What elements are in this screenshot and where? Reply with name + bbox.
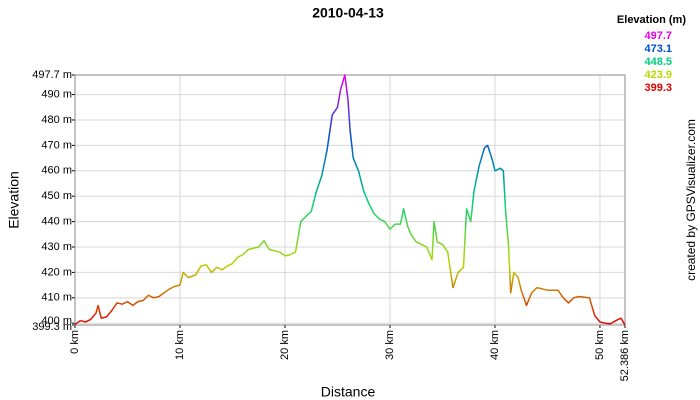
credit: created by GPSVisualizer.com [684,119,698,281]
y-tick-label: 399.3 m [32,321,72,333]
legend-value: 399.3 [644,82,672,94]
x-tick-label: 30 km [384,330,396,360]
y-tick-label: 400 m [41,315,72,327]
x-tick-label: 52.386 km [619,330,631,381]
y-tick-label: 430 m [41,241,72,253]
y-tick-label: 470 m [41,139,72,151]
y-tick-label: 480 m [41,114,72,126]
x-axis-title: Distance [321,384,376,400]
y-axis-title: Elevation [6,171,22,229]
x-tick-label: 20 km [279,330,291,360]
y-tick-label: 420 m [41,266,72,278]
x-tick-label: 10 km [174,330,186,360]
y-tick-label: 497.7 m [32,69,72,81]
elevation-line [74,74,626,326]
legend-value: 448.5 [644,56,672,68]
x-tick-label: 50 km [594,330,606,360]
legend-value: 423.9 [644,69,672,81]
x-tick-label: 0 km [69,330,81,354]
y-tick-label: 410 m [41,292,72,304]
plot-frame [74,74,626,326]
y-tick-label: 450 m [41,190,72,202]
y-tick-label: 440 m [41,216,72,228]
legend-value: 497.7 [644,30,672,42]
y-tick-label: 460 m [41,165,72,177]
y-tick-label: 490 m [41,88,72,100]
chart-title: 2010-04-13 [312,5,384,21]
legend-value: 473.1 [644,43,672,55]
x-tick-label: 40 km [489,330,501,360]
legend-title: Elevation (m) [617,14,686,26]
